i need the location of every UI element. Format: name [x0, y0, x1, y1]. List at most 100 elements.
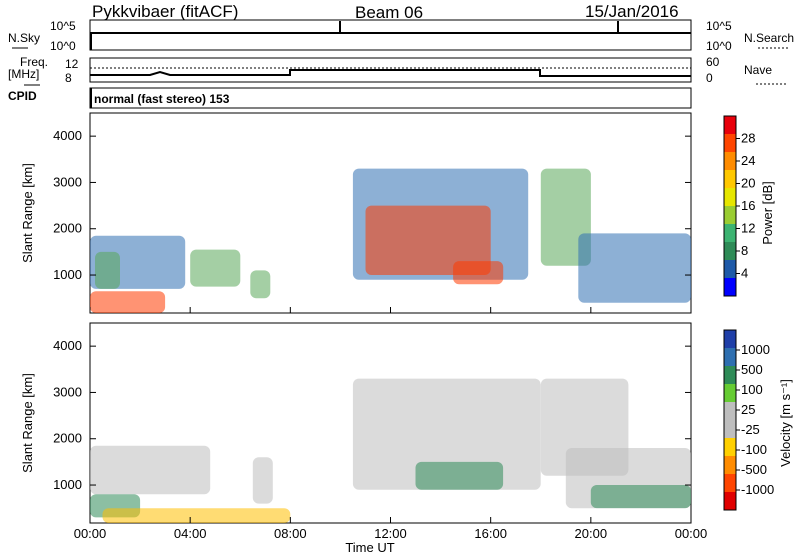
power-cbar-tick-label-1: 24	[741, 153, 755, 168]
velocity-ylabel: Slant Range [km]	[20, 373, 35, 473]
power-panel: 1000 2000 3000 4000 Slant Range [km]	[20, 112, 692, 314]
xtick-label-5: 20:00	[575, 526, 608, 541]
power-ytick-label-2: 3000	[53, 174, 82, 189]
freq-label-2: [MHz]	[8, 67, 39, 81]
velocity-region-3	[252, 457, 273, 504]
power-cbar-swatch-6	[724, 224, 736, 242]
nsearch-label: N.Search	[744, 31, 794, 45]
velocity-region-2	[102, 508, 291, 523]
nsky-tick-low: 10^0	[50, 39, 76, 53]
velocity-cbar-tick-label-0: 1000	[741, 342, 770, 357]
velocity-colorbar: 1000 500 100 25 -25 -100 -500 -1000	[723, 329, 774, 511]
xtick-label-4: 16:00	[474, 526, 507, 541]
power-ytick-label-1: 2000	[53, 221, 82, 236]
velocity-cbar-tick-label-6: -500	[741, 462, 767, 477]
xtick-label-3: 12:00	[374, 526, 407, 541]
nsky-panel: N.Sky 10^5 10^0 10^5 10^0 N.Search	[8, 19, 794, 53]
power-cbar-tick-label-5: 8	[741, 243, 748, 258]
power-cbar-swatch-7	[724, 242, 736, 260]
velocity-region-8	[590, 485, 691, 509]
xtick-label-6: 00:00	[675, 526, 708, 541]
nsearch-tick-high: 10^5	[706, 19, 732, 33]
velocity-cbar-swatch-5	[724, 420, 736, 438]
power-cbar-swatch-5	[724, 206, 736, 224]
power-cbar-tick-label-3: 16	[741, 198, 755, 213]
velocity-cbar-tick-label-1: 500	[741, 362, 763, 377]
power-cbar-tick-label-0: 28	[741, 131, 755, 146]
velocity-ytick-label-2: 3000	[53, 384, 82, 399]
power-cbar-tick-label-4: 12	[741, 221, 755, 236]
power-data	[90, 168, 691, 313]
velocity-cbar-tick-label-4: -25	[741, 422, 760, 437]
xtick-label-1: 04:00	[174, 526, 207, 541]
velocity-cbar-tick-label-2: 100	[741, 382, 763, 397]
velocity-cbar-tick-label-3: 25	[741, 402, 755, 417]
nave-tick-low: 0	[706, 71, 713, 85]
time-axis: 00:00 04:00 08:00 12:00 16:00 20:00 00:00	[74, 307, 708, 541]
power-region-2	[90, 291, 166, 313]
velocity-region-0	[90, 445, 211, 495]
freq-panel: Freq. [MHz] 12 8 60 0 Nave	[8, 55, 788, 86]
velocity-ytick-label-3: 4000	[53, 338, 82, 353]
velocity-colorbar-label: Velocity [m s⁻¹]	[778, 379, 793, 467]
freq-label-1: Freq.	[20, 55, 48, 69]
nave-tick-high: 60	[706, 55, 720, 69]
cpid-panel: normal (fast stereo) 153 CPID	[8, 87, 692, 109]
power-cbar-swatch-0	[724, 116, 736, 134]
power-ytick-label-0: 1000	[53, 267, 82, 282]
date-label: 15/Jan/2016	[585, 2, 679, 21]
power-region-6	[365, 205, 491, 275]
station-title: Pykkvibaer (fitACF)	[92, 2, 238, 21]
velocity-y-axis: 1000 2000 3000 4000	[53, 338, 691, 492]
velocity-cbar-swatch-0	[724, 330, 736, 348]
velocity-cbar-swatch-8	[724, 474, 736, 492]
velocity-cbar-swatch-4	[724, 402, 736, 420]
power-cbar-swatch-8	[724, 260, 736, 278]
xlabel: Time UT	[345, 540, 394, 554]
velocity-cbar-swatch-6	[724, 438, 736, 456]
nave-label: Nave	[744, 63, 772, 77]
freq-trace	[90, 69, 691, 77]
power-colorbar-label: Power [dB]	[760, 181, 775, 245]
nsky-frame	[89, 19, 692, 51]
xtick-label-2: 08:00	[274, 526, 307, 541]
cpid-text: normal (fast stereo) 153	[94, 92, 230, 106]
velocity-data	[90, 378, 691, 523]
power-ytick-label-3: 4000	[53, 128, 82, 143]
freq-tick-low: 8	[65, 71, 72, 85]
velocity-cbar-swatch-2	[724, 366, 736, 384]
power-y-axis: 1000 2000 3000 4000	[53, 128, 691, 282]
power-region-4	[250, 270, 271, 299]
velocity-ytick-label-1: 2000	[53, 431, 82, 446]
cpid-label: CPID	[8, 89, 37, 103]
power-cbar-swatch-1	[724, 134, 736, 152]
velocity-cbar-swatch-3	[724, 384, 736, 402]
nsearch-tick-low: 10^0	[706, 39, 732, 53]
xtick-label-0: 00:00	[74, 526, 107, 541]
power-cbar-tick-label-6: 4	[741, 266, 748, 281]
power-ylabel: Slant Range [km]	[20, 163, 35, 263]
power-cbar-tick-label-2: 20	[741, 176, 755, 191]
velocity-cbar-swatch-9	[724, 492, 736, 510]
velocity-cbar-swatch-1	[724, 348, 736, 366]
velocity-cbar-tick-label-5: -100	[741, 442, 767, 457]
power-region-7	[453, 261, 504, 285]
power-cbar-swatch-3	[724, 170, 736, 188]
beam-label: Beam 06	[355, 3, 423, 22]
freq-frame	[89, 57, 692, 83]
power-region-9	[578, 233, 691, 303]
power-region-1	[95, 251, 120, 289]
nsky-label: N.Sky	[8, 31, 40, 45]
velocity-cbar-border	[723, 329, 737, 511]
freq-tick-high: 12	[65, 57, 79, 71]
velocity-cbar-swatch-7	[724, 456, 736, 474]
power-cbar-swatch-2	[724, 152, 736, 170]
velocity-cbar-tick-label-7: -1000	[741, 482, 774, 497]
power-colorbar: 28 24 20 16 12 8 4	[723, 115, 755, 297]
velocity-region-5	[415, 461, 504, 490]
velocity-panel: 1000 2000 3000 4000 Slant Range [km]	[20, 322, 692, 524]
velocity-ytick-label-0: 1000	[53, 477, 82, 492]
power-region-3	[190, 249, 241, 287]
power-cbar-swatch-9	[724, 278, 736, 296]
